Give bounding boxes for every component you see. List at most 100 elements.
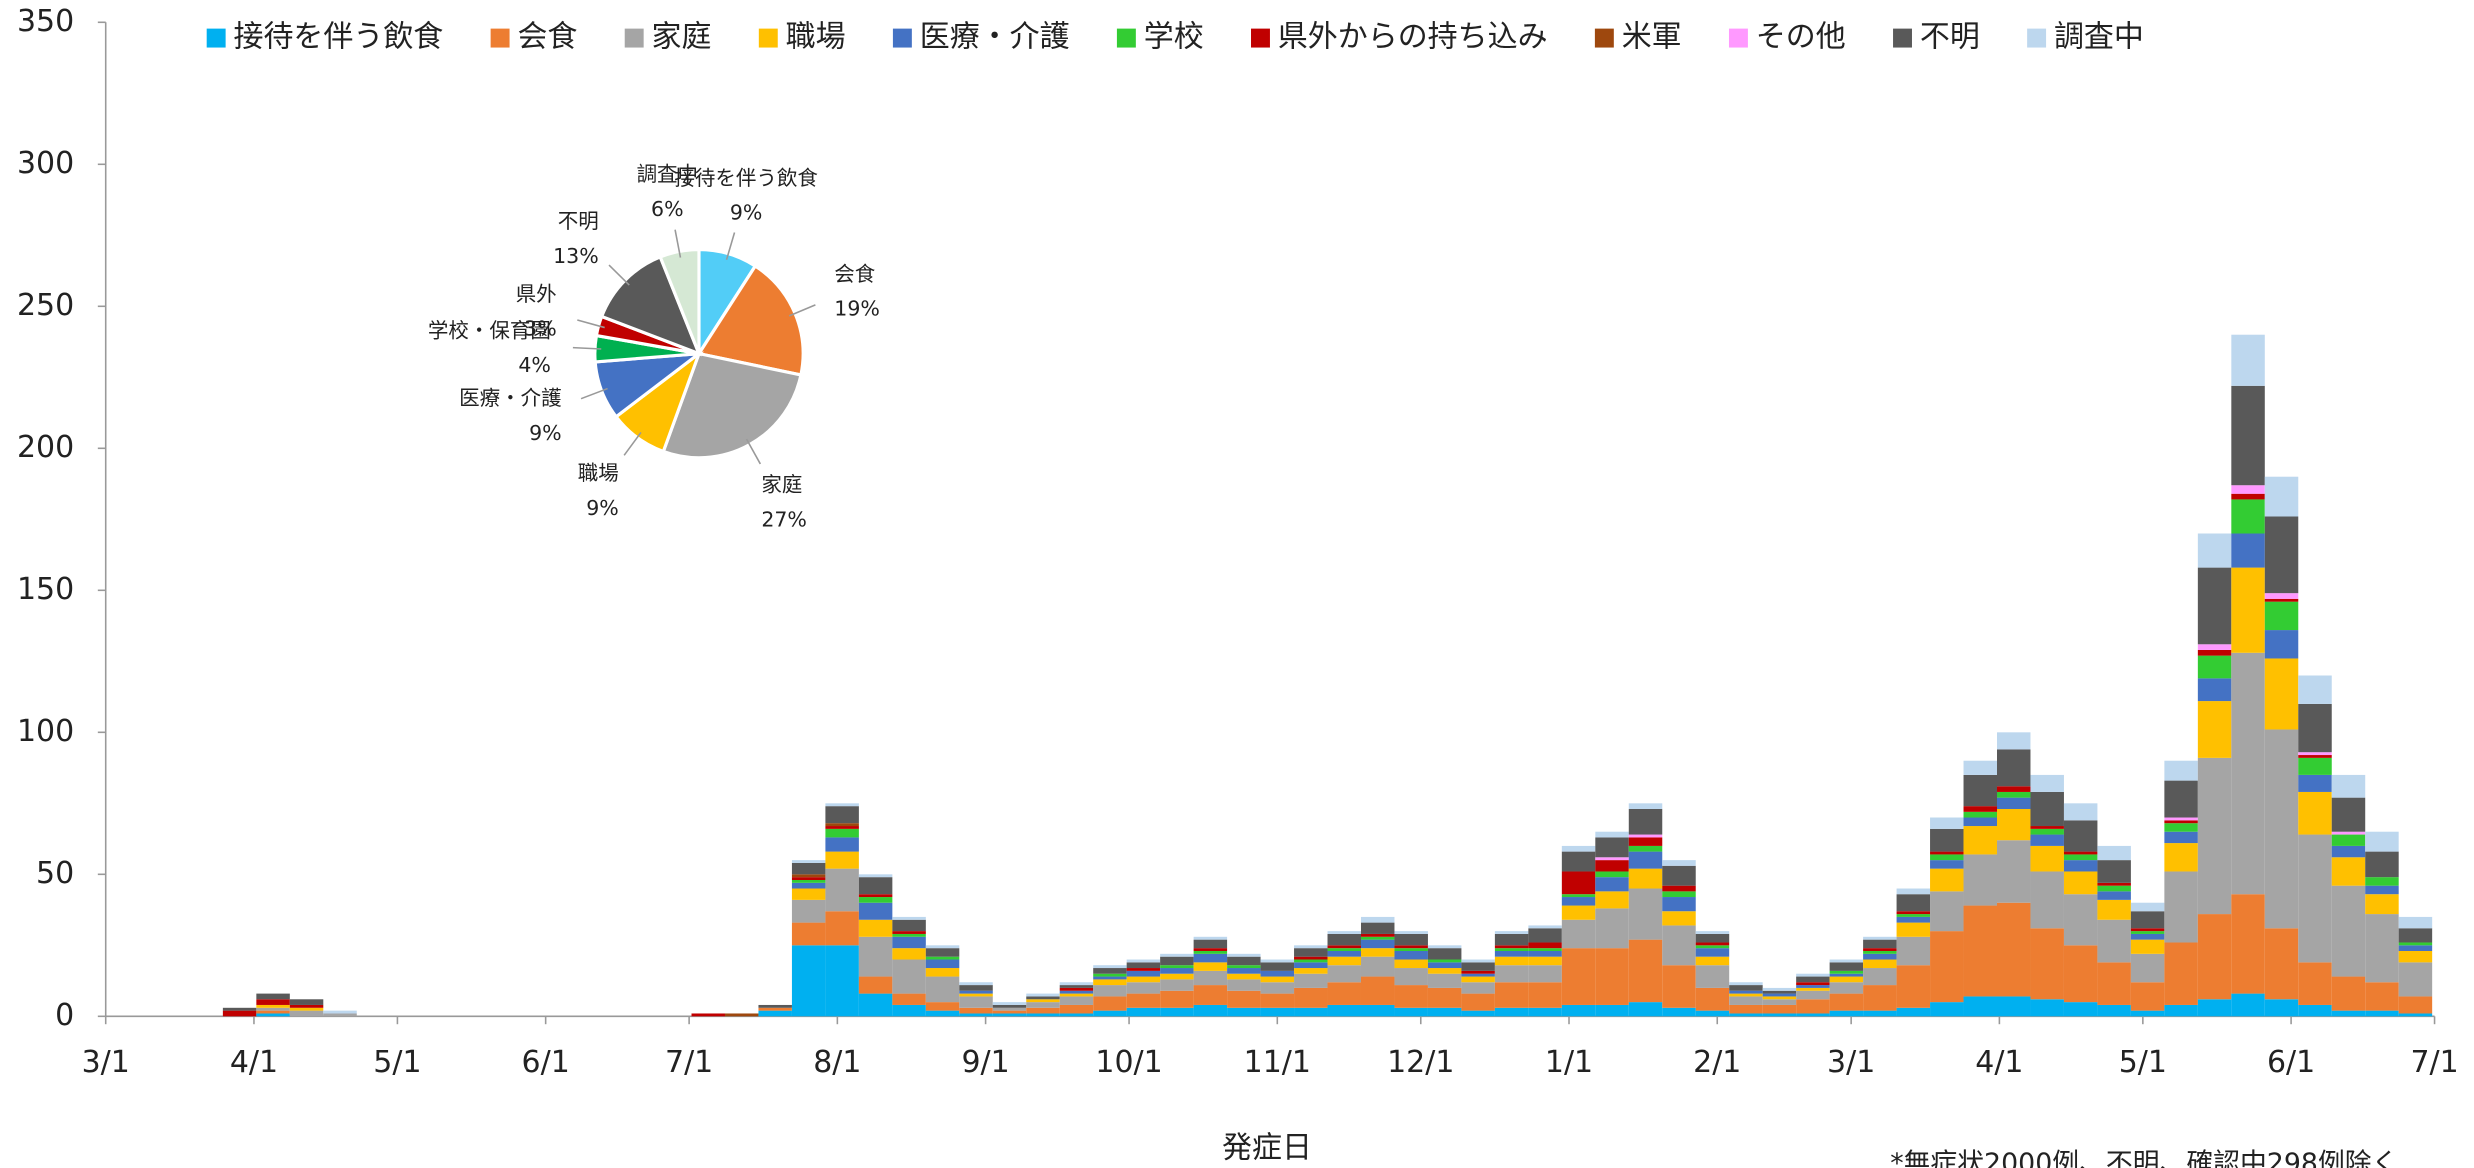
bar-segment <box>2264 598 2299 602</box>
y-tick-label: 150 <box>17 572 74 607</box>
bar-segment <box>1327 956 1361 966</box>
bar-segment <box>1260 970 1295 977</box>
bar-segment <box>1260 1007 1295 1017</box>
bar-segment <box>1662 865 1696 886</box>
bar-segment <box>256 993 290 1000</box>
bar-segment <box>1093 979 1127 986</box>
bar-segment <box>2197 701 2232 758</box>
x-tick-label: 6/1 <box>522 1045 570 1080</box>
bar-segment <box>925 968 960 977</box>
bar-segment <box>2097 860 2131 883</box>
bar-segment <box>1193 948 1228 951</box>
bar-segment <box>1427 1007 1462 1017</box>
bar-segment <box>1997 786 2031 792</box>
bar-segment <box>1193 962 1228 971</box>
bar-segment <box>2197 567 2232 645</box>
bar-segment <box>2030 826 2064 829</box>
bar-segment <box>1930 931 1964 1003</box>
leader-line <box>745 438 762 465</box>
bar-segment <box>1160 1007 1194 1017</box>
bar-segment <box>2063 803 2098 821</box>
bar-segment <box>323 1013 357 1017</box>
bar-segment <box>1494 965 1529 983</box>
bar-segment <box>1628 1002 1663 1017</box>
bar-segment <box>1829 970 1864 974</box>
bar-segment <box>1394 1007 1428 1017</box>
bar-segment <box>1294 945 1328 949</box>
bar-segment <box>1628 888 1663 940</box>
bar-segment <box>1695 987 1730 1011</box>
bar-segment <box>724 1013 759 1017</box>
bar-segment <box>1963 811 1998 818</box>
bar-segment <box>1260 962 1295 971</box>
bar-segment <box>1160 973 1194 980</box>
bar-segment <box>256 1013 290 1017</box>
bar-segment <box>892 919 926 932</box>
bar-segment <box>1628 803 1663 809</box>
bar-segment <box>2365 831 2399 852</box>
bar-segment <box>1695 945 1730 949</box>
bar-segment <box>1829 959 1864 963</box>
bar-segment <box>1595 908 1629 949</box>
bar-segment <box>1494 945 1529 949</box>
x-tick-label: 5/1 <box>373 1045 421 1080</box>
bar-segment <box>2164 942 2198 1005</box>
pie-value-label: 9% <box>730 201 763 225</box>
bar-segment <box>2331 976 2366 1011</box>
bar-segment <box>2097 1004 2131 1017</box>
bar-segment <box>1863 948 1897 951</box>
pie-label: 不明 <box>558 209 599 233</box>
pie-value-label: 6% <box>651 197 684 221</box>
bar-segment <box>2231 567 2265 653</box>
x-tick-label: 7/1 <box>2410 1045 2458 1080</box>
bar-segment <box>1360 936 1395 940</box>
bar-segment <box>2164 1004 2198 1017</box>
bar-segment <box>758 1004 792 1008</box>
bar-segment <box>1461 959 1495 963</box>
bar-segment <box>2063 945 2098 1003</box>
bar-segment <box>2231 499 2265 534</box>
legend-swatch <box>490 28 510 48</box>
bar-segment <box>1662 897 1696 912</box>
bar-segment <box>1360 916 1395 923</box>
bar-segment <box>2030 774 2064 792</box>
bar-segment <box>2365 877 2399 886</box>
pie-label: 調査中 <box>637 162 699 186</box>
pie-value-label: 9% <box>586 496 619 520</box>
bar-segment <box>992 1004 1027 1008</box>
bar-segment <box>1394 985 1428 1008</box>
bar-segment <box>1227 968 1261 974</box>
bar-segment <box>2231 334 2265 386</box>
bar-segment <box>2164 820 2198 824</box>
bar-segment <box>959 1007 993 1014</box>
bar-segment <box>2331 831 2366 835</box>
bar-segment <box>791 879 826 883</box>
bar-segment <box>1427 948 1462 960</box>
bar-segment <box>2130 931 2165 934</box>
bar-segment <box>1796 987 1830 991</box>
x-tick-label: 3/1 <box>1827 1045 1875 1080</box>
bar-segment <box>1561 871 1596 895</box>
bar-segment <box>1360 1004 1395 1017</box>
bar-segment <box>1561 851 1596 872</box>
bar-segment <box>2197 533 2232 568</box>
bar-segment <box>1829 962 1864 971</box>
bar-segment <box>1227 956 1261 966</box>
pie-value-label: 13% <box>553 244 599 268</box>
bar-segment <box>1729 993 1763 997</box>
bar-segment <box>1360 948 1395 957</box>
pie-label: 家庭 <box>761 473 802 497</box>
bar-segment <box>992 1002 1027 1005</box>
bar-segment <box>1093 996 1127 1011</box>
bar-segment <box>1762 1013 1797 1017</box>
legend-swatch <box>1728 28 1748 48</box>
bar-segment <box>791 945 826 1017</box>
bar-segment <box>858 976 893 994</box>
bar-segment <box>2097 899 2131 920</box>
bar-segment <box>2331 797 2366 832</box>
bar-segment <box>256 1010 290 1014</box>
bar-segment <box>2130 933 2165 940</box>
bar-segment <box>1494 1007 1529 1017</box>
bar-segment <box>1227 979 1261 991</box>
legend-swatch <box>1116 28 1136 48</box>
